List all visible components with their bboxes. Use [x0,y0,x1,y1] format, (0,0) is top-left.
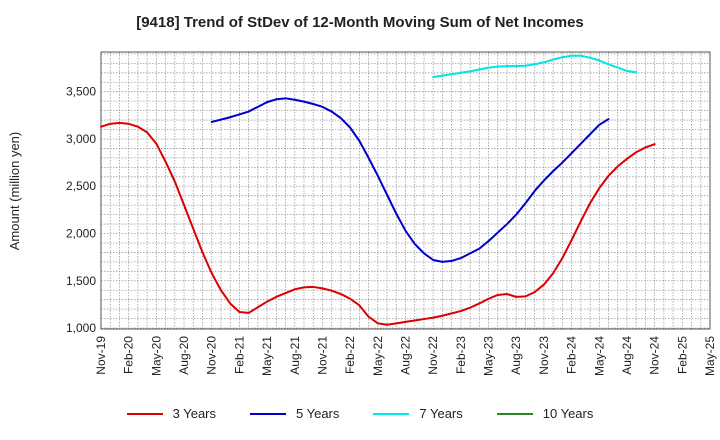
series-line-3-years [100,121,656,326]
legend-swatch [250,412,286,415]
y-axis-title-group: Amount (million yen) [7,132,22,251]
chart-title: [9418] Trend of StDev of 12-Month Moving… [136,14,584,31]
x-tick-label: May-20 [149,336,163,376]
x-tick-label: Feb-24 [565,336,579,374]
x-tick-label: May-25 [703,336,717,376]
legend-swatch [496,412,533,415]
y-tick-label: 2,500 [66,179,96,193]
y-axis-title: Amount (million yen) [7,132,22,251]
x-tick-label: Feb-21 [232,336,246,374]
legend-swatch [373,412,410,415]
y-axis: 1,000 1,500 2,000 2,500 3,000 3,500 [66,85,96,335]
legend-item-10-years: 10 Years [496,406,594,421]
x-tick-label: May-22 [371,336,385,376]
x-tick-label: Nov-19 [94,336,108,375]
x-axis: Nov-19 Feb-20 May-20 Aug-20 Nov-20 Feb-21 May-… [94,336,717,376]
legend-label: 3 Years [172,406,216,421]
y-tick-label: 3,500 [66,85,96,99]
series-line-5-years [210,97,610,263]
x-tick-label: Aug-23 [509,336,523,375]
x-tick-label: Feb-23 [454,336,468,374]
legend-label: 5 Years [296,406,340,421]
plot-area [100,51,711,330]
x-tick-label: Nov-24 [648,336,662,375]
series-line-7-years [432,54,638,79]
x-tick-label: Nov-20 [205,336,219,375]
x-tick-label: Nov-21 [315,336,329,375]
x-tick-label: Aug-20 [177,336,191,375]
x-tick-label: Nov-22 [426,336,440,375]
x-tick-label: Feb-25 [675,336,689,374]
y-tick-label: 3,000 [66,132,96,146]
x-tick-label: May-21 [260,336,274,376]
x-tick-label: May-23 [482,336,496,376]
x-tick-label: Aug-22 [399,336,413,375]
legend-item-3-years: 3 Years [126,406,216,421]
x-tick-label: Feb-22 [343,336,357,374]
x-tick-label: May-24 [592,336,606,376]
x-tick-label: Nov-23 [537,336,551,375]
x-tick-label: Aug-21 [288,336,302,375]
legend-label: 7 Years [419,406,463,421]
y-tick-label: 2,000 [66,227,96,241]
series-lines [100,54,656,326]
legend: 3 Years 5 Years 7 Years 10 Years [0,406,720,421]
legend-item-7-years: 7 Years [373,406,463,421]
y-tick-label: 1,000 [66,321,96,335]
legend-item-5-years: 5 Years [250,406,339,421]
legend-label: 10 Years [542,406,594,421]
legend-swatch [126,412,163,415]
grid [100,52,711,329]
x-tick-label: Feb-20 [122,336,136,374]
y-tick-label: 1,500 [66,274,96,288]
x-tick-label: Aug-24 [620,336,634,375]
